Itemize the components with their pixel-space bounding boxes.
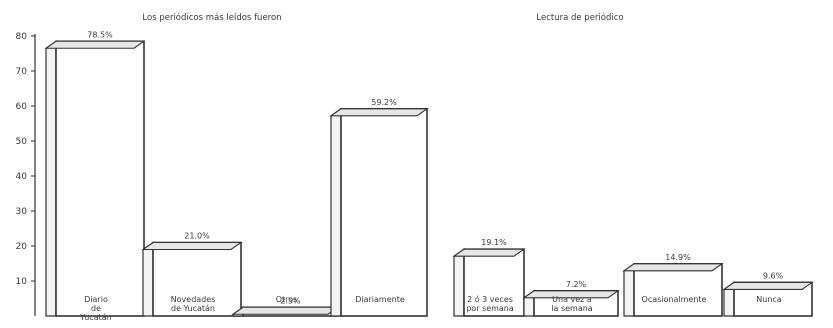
y-tick-label: 20 xyxy=(16,242,28,252)
bar-top xyxy=(622,263,724,272)
category-label: de Yucatán xyxy=(171,304,215,313)
category-label: por semana xyxy=(466,304,514,313)
data-label: 59.2% xyxy=(371,98,397,107)
category-label: Otros xyxy=(276,295,298,304)
y-tick-label: 60 xyxy=(16,102,28,112)
category-label: Novedades xyxy=(171,295,216,304)
bar-top xyxy=(44,40,146,49)
y-tick-label: 10 xyxy=(16,277,28,287)
y-tick-label: 80 xyxy=(16,32,28,42)
category-label: Nunca xyxy=(756,295,782,304)
bar-top xyxy=(231,306,340,315)
category-label: 2 ó 3 veces xyxy=(467,294,513,304)
bar-side xyxy=(623,262,635,317)
data-label: 19.1% xyxy=(481,238,507,247)
y-tick-label: 40 xyxy=(16,172,28,182)
bar-top xyxy=(141,241,243,251)
chart-title-right: Lectura de periódico xyxy=(536,12,623,23)
data-label: 2.5% xyxy=(280,296,301,305)
bar xyxy=(633,263,723,317)
bar xyxy=(55,40,145,317)
bar-side xyxy=(45,40,57,317)
category-label: Yucatán xyxy=(79,313,111,322)
y-axis: 10 20 30 40 50 60 70 80 xyxy=(16,32,36,316)
bar xyxy=(340,108,428,317)
bar-top xyxy=(522,290,620,299)
data-label: 7.2% xyxy=(566,280,587,289)
category-label: Ocasionalmente xyxy=(642,295,707,304)
category-label: Una vez a xyxy=(552,295,592,304)
chart-title-left: Los periódicos más leídos fueron xyxy=(142,12,281,23)
category-label: Diario xyxy=(84,295,108,304)
y-tick-label: 30 xyxy=(16,207,28,217)
bar-side xyxy=(453,247,465,317)
category-label: de xyxy=(91,304,101,313)
bar-top xyxy=(452,248,526,257)
bar-top xyxy=(722,281,814,290)
data-label: 9.6% xyxy=(763,271,784,280)
data-label: 78.5% xyxy=(87,30,113,39)
category-label: Diariamente xyxy=(355,295,405,304)
bar-side xyxy=(330,107,342,317)
data-label: 14.9% xyxy=(665,253,691,262)
bar-side xyxy=(142,241,154,317)
y-tick-label: 70 xyxy=(16,67,28,77)
y-tick-label: 50 xyxy=(16,137,28,147)
bar xyxy=(152,241,242,317)
data-label: 21.0% xyxy=(184,232,210,241)
category-label: la semana xyxy=(551,304,593,313)
bar-top xyxy=(329,108,429,117)
